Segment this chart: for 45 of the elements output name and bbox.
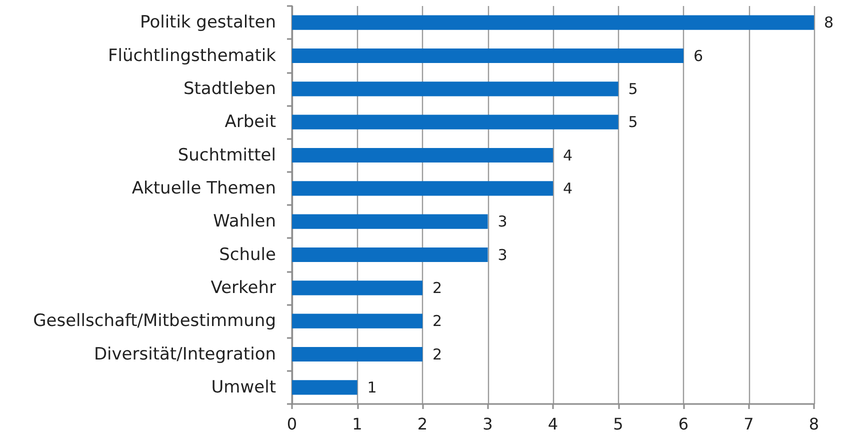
bar [292,346,422,362]
y-tick-label: Gesellschaft/Mitbestimmung [33,311,276,332]
x-tick-label: 0 [286,414,298,434]
bar [292,15,814,30]
bar [292,114,618,130]
bar [292,48,684,64]
bar [292,280,422,296]
y-tick-label: Umwelt [211,377,276,398]
y-tick-label: Aktuelle Themen [132,178,276,198]
x-tick-label: 6 [678,414,689,434]
data-label: 2 [432,278,442,297]
data-label: 1 [367,378,377,396]
data-label: 5 [628,80,638,98]
x-tick-label: 8 [808,414,820,434]
data-label: 3 [498,212,508,231]
y-tick-label: Diversität/Integration [94,344,276,364]
x-tick-label: 7 [744,414,754,434]
x-tick-label: 5 [613,414,624,434]
y-tick-label: Schule [219,244,276,265]
data-label: 3 [498,246,508,264]
data-label: 6 [694,46,704,65]
data-label: 2 [432,312,442,330]
x-tick-label: 3 [482,414,493,434]
y-tick-label: Stadtleben [183,78,276,99]
data-label: 2 [432,345,442,364]
bar [292,314,422,328]
x-tick-label: 4 [548,414,558,434]
bar [292,181,553,196]
x-tick-label: 1 [352,414,362,434]
y-tick-label: Wahlen [213,212,276,232]
bar [292,148,553,163]
y-tick-label: Suchtmittel [178,145,276,166]
bar [292,214,488,229]
data-label: 4 [563,146,573,164]
y-tick-label: Arbeit [224,112,276,132]
data-label: 5 [628,113,638,132]
y-tick-label: Politik gestalten [140,12,276,33]
data-label: 4 [563,179,573,198]
bar [292,247,488,262]
data-label: 8 [824,14,834,32]
x-tick-label: 2 [417,414,428,434]
bar [292,82,618,96]
bar [292,380,358,395]
y-tick-label: Flüchtlingsthematik [108,46,276,66]
y-tick-label: Verkehr [210,278,276,298]
